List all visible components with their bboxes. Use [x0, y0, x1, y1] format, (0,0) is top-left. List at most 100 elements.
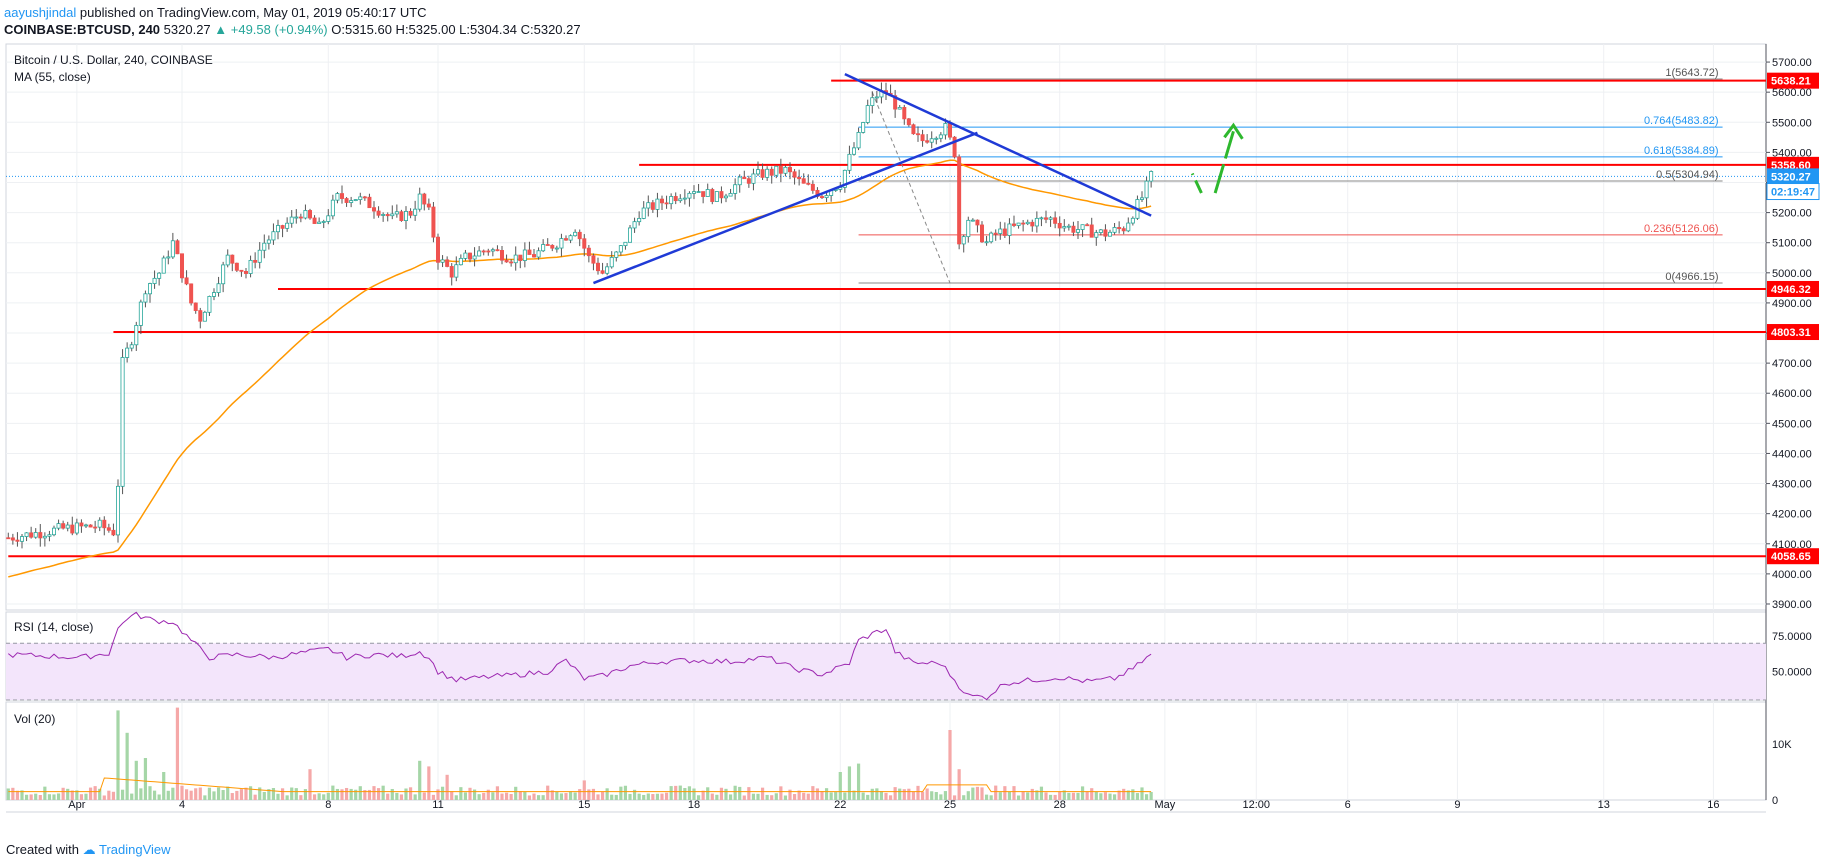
candle-body: [285, 222, 290, 229]
candle-body: [532, 254, 537, 258]
ma-label: MA (55, close): [14, 70, 91, 84]
candle-body: [56, 523, 61, 529]
volume-bar: [683, 787, 687, 800]
fib-label: 0.618(5384.89): [1644, 145, 1719, 157]
volume-bar: [299, 795, 303, 800]
candle-body: [728, 193, 733, 197]
volume-bar: [317, 793, 321, 800]
candle-body: [760, 169, 765, 178]
candle-body: [262, 242, 267, 251]
volume-bar: [331, 785, 335, 800]
candle-body: [660, 198, 665, 204]
candle-body: [303, 210, 308, 219]
candle-body: [330, 199, 335, 217]
volume-bar: [943, 791, 948, 800]
candle-body: [477, 250, 482, 257]
candle-body: [541, 244, 546, 252]
panel-frame: [5, 43, 1767, 611]
candle-body: [669, 196, 674, 205]
volume-bar: [20, 790, 24, 800]
candle-body: [312, 217, 317, 224]
volume-bar: [66, 788, 70, 800]
candle-body: [353, 199, 358, 201]
candle-body: [952, 136, 957, 158]
volume-bar: [939, 794, 943, 800]
volume-bar: [591, 788, 596, 800]
candle-body: [175, 240, 180, 255]
volume-bar: [632, 789, 637, 800]
candle-body: [15, 539, 20, 542]
volume-bar: [376, 788, 381, 800]
volume-bar: [120, 789, 125, 800]
candle-body: [1062, 226, 1067, 229]
volume-bar: [728, 794, 733, 800]
candle-body: [111, 529, 116, 536]
tradingview-link[interactable]: TradingView: [99, 842, 171, 857]
volume-bar: [139, 788, 143, 800]
volume-bar: [1108, 793, 1112, 800]
publish-info: published on TradingView.com, May 01, 20…: [76, 5, 427, 20]
candle-body: [948, 123, 953, 138]
candle-body: [856, 131, 861, 149]
volume-bar: [546, 785, 550, 800]
candle-body: [980, 224, 985, 243]
volume-bar: [184, 789, 189, 800]
candle-body: [339, 193, 344, 199]
volume-bar: [1103, 792, 1108, 800]
volume-bar: [47, 794, 52, 800]
candle-body: [1039, 217, 1044, 220]
candle-body: [1085, 224, 1090, 227]
volume-bar: [52, 794, 56, 800]
volume-bar: [792, 794, 797, 800]
candle-body: [211, 292, 216, 297]
volume-bar: [1140, 787, 1144, 800]
candle-body: [344, 198, 349, 203]
candle-body: [234, 262, 239, 271]
candle-body: [495, 249, 500, 252]
rsi-tick-label: 75.0000: [1772, 631, 1812, 643]
volume-bar: [925, 788, 929, 800]
price-tick-label: 4700.00: [1772, 358, 1812, 370]
candle-body: [486, 250, 491, 253]
volume-bar: [422, 792, 426, 800]
author-link[interactable]: aayushjindal: [4, 5, 77, 20]
volume-bar: [861, 792, 865, 800]
candle-body: [1098, 229, 1103, 233]
candle-body: [1144, 180, 1149, 199]
volume-bar: [898, 788, 902, 800]
candle-body: [513, 254, 518, 264]
candle-body: [390, 213, 395, 217]
volume-bar: [226, 786, 230, 800]
volume-bar: [820, 791, 824, 800]
volume-bar: [6, 788, 10, 800]
volume-bar: [454, 795, 458, 800]
candle-body: [957, 156, 962, 245]
candle-body: [687, 192, 692, 199]
time-tick-label: 25: [944, 799, 956, 811]
volume-bar: [559, 793, 564, 800]
candle-body: [861, 122, 866, 133]
candle-body: [925, 140, 930, 143]
volume-bar: [152, 790, 157, 800]
candle-body: [701, 191, 706, 197]
candle-body: [24, 532, 29, 537]
candle-body: [865, 105, 870, 123]
volume-bar: [1048, 794, 1053, 800]
candle-body: [842, 169, 847, 188]
fib-label: 0.236(5126.06): [1644, 223, 1719, 235]
candle-body: [449, 266, 454, 278]
candle-body: [870, 97, 875, 106]
volume-bar: [1085, 791, 1089, 800]
volume-bar: [765, 794, 769, 800]
volume-bar: [610, 794, 614, 800]
candle-body: [134, 325, 139, 346]
candle-body: [637, 218, 642, 223]
volume-bar: [655, 793, 660, 800]
time-tick-label: 13: [1598, 799, 1610, 811]
volume-bar: [980, 787, 984, 800]
volume-bar: [445, 774, 449, 800]
volume-bar: [715, 794, 719, 800]
candle-body: [778, 165, 783, 174]
volume-bar: [395, 792, 399, 800]
